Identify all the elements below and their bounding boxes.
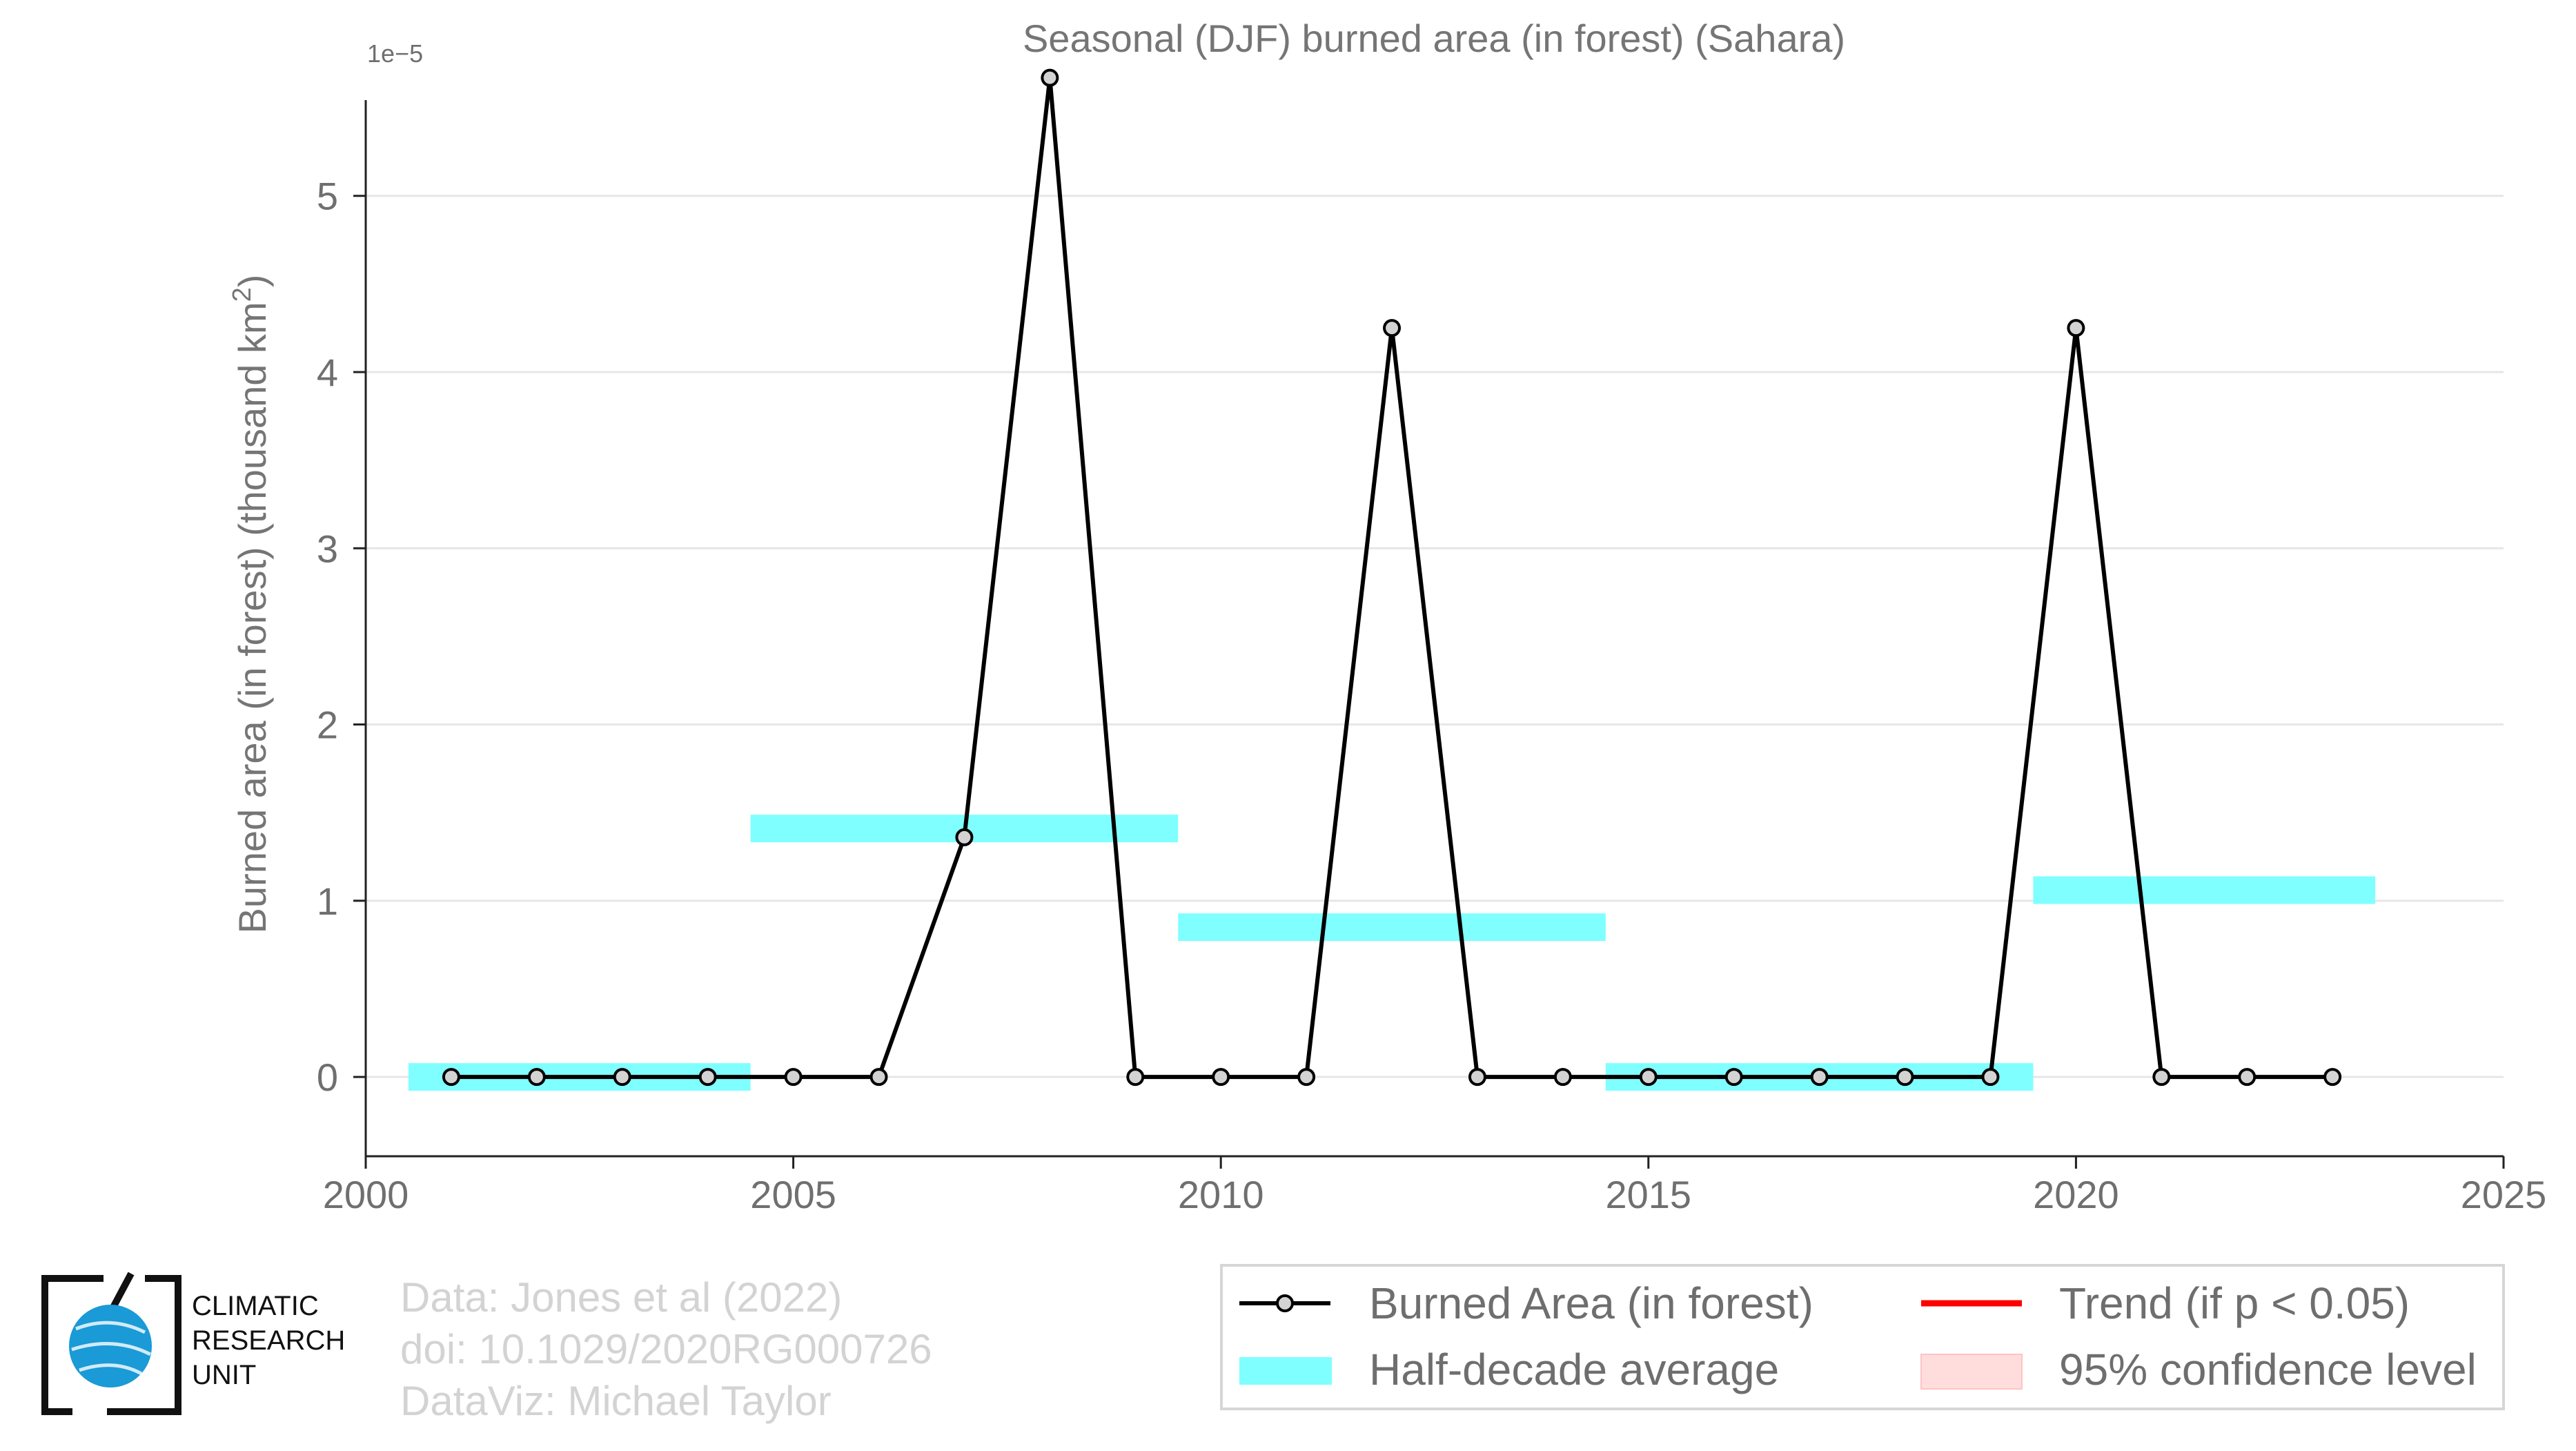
- legend-key-burned-area-marker: [1276, 1294, 1294, 1312]
- data-point: [955, 828, 974, 846]
- x-tick-label: 2025: [2461, 1173, 2547, 1216]
- data-point: [2067, 319, 2085, 338]
- y-tick-label: 0: [317, 1055, 338, 1099]
- data-point: [1981, 1068, 2000, 1087]
- globe-swirl: [71, 1321, 152, 1376]
- half-decade-average-bar: [1178, 913, 1606, 942]
- y-axis: 0 1 2 3 4 5: [317, 100, 367, 1156]
- logo-text-line3: UNIT: [192, 1360, 256, 1390]
- x-tick-label: 2010: [1178, 1173, 1264, 1216]
- legend-frame: [1220, 1264, 2505, 1410]
- data-point: [1041, 68, 1059, 87]
- data-point: [442, 1068, 460, 1087]
- credit-dataviz: DataViz: Michael Taylor: [400, 1378, 832, 1424]
- y-tick-label: 3: [317, 527, 338, 570]
- x-tick-label: 2020: [2033, 1173, 2119, 1216]
- data-point: [1724, 1068, 1743, 1087]
- y-axis-label-main: Burned area (in forest) (thousand km: [230, 302, 274, 933]
- logo-frame-left: [41, 1275, 104, 1415]
- y-tick-label: 2: [317, 703, 338, 747]
- data-point: [1810, 1068, 1829, 1087]
- y-tick-label: 5: [317, 175, 338, 218]
- data-point: [1126, 1068, 1145, 1087]
- y-axis-label-close: ): [230, 275, 274, 288]
- legend-key-confidence: [1920, 1354, 2023, 1390]
- x-tick-label: 2005: [750, 1173, 836, 1216]
- legend-label-half-decade: Half-decade average: [1369, 1345, 1779, 1394]
- legend-label-trend: Trend (if p < 0.05): [2059, 1278, 2410, 1328]
- credit-data-source: Data: Jones et al (2022): [400, 1274, 842, 1321]
- data-point: [2238, 1068, 2257, 1087]
- data-point: [698, 1068, 717, 1087]
- x-tick-label: 2000: [323, 1173, 409, 1216]
- y-axis-label: Burned area (in forest) (thousand km2): [228, 275, 274, 934]
- y-grid: [366, 195, 2504, 1078]
- x-tick-label: 2015: [1606, 1173, 1692, 1216]
- data-point: [527, 1068, 546, 1087]
- data-point: [2323, 1068, 2342, 1087]
- logo-text-line2: RESEARCH: [192, 1325, 345, 1356]
- data-point: [784, 1068, 803, 1087]
- chart-title: Seasonal (DJF) burned area (in forest) (…: [1023, 17, 1845, 60]
- y-scale-exponent: 1e−5: [367, 39, 423, 68]
- data-point: [1383, 319, 1402, 338]
- y-tick-label: 4: [317, 351, 338, 394]
- legend: Burned Area (in forest) Trend (if p < 0.…: [1220, 1264, 2505, 1410]
- data-point: [1468, 1068, 1486, 1087]
- burned-area-markers: [442, 68, 2342, 1087]
- y-tick-label: 1: [317, 879, 338, 923]
- data-point: [1553, 1068, 1572, 1087]
- logo-frame-right: [107, 1275, 181, 1415]
- data-point: [1297, 1068, 1316, 1087]
- cru-logo: CLIMATIC RESEARCH UNIT: [41, 1272, 345, 1415]
- legend-key-half-decade: [1239, 1357, 1332, 1385]
- legend-label-confidence: 95% confidence level: [2059, 1345, 2477, 1394]
- y-axis-label-superscript: 2: [228, 287, 257, 302]
- legend-label-burned-area: Burned Area (in forest): [1369, 1278, 1813, 1328]
- data-point: [1896, 1068, 1914, 1087]
- half-decade-average-bar: [2033, 876, 2376, 904]
- credit-doi: doi: 10.1029/2020RG000726: [400, 1326, 932, 1372]
- data-point: [869, 1068, 888, 1087]
- data-point: [1212, 1068, 1230, 1087]
- half-decade-average-bars: [408, 815, 2376, 1091]
- data-point: [1639, 1068, 1658, 1087]
- x-axis: 2000 2005 2010 2015 2020 2025: [323, 1155, 2547, 1216]
- data-point: [613, 1068, 631, 1087]
- data-point: [2152, 1068, 2171, 1087]
- logo-text-line1: CLIMATIC: [192, 1291, 319, 1321]
